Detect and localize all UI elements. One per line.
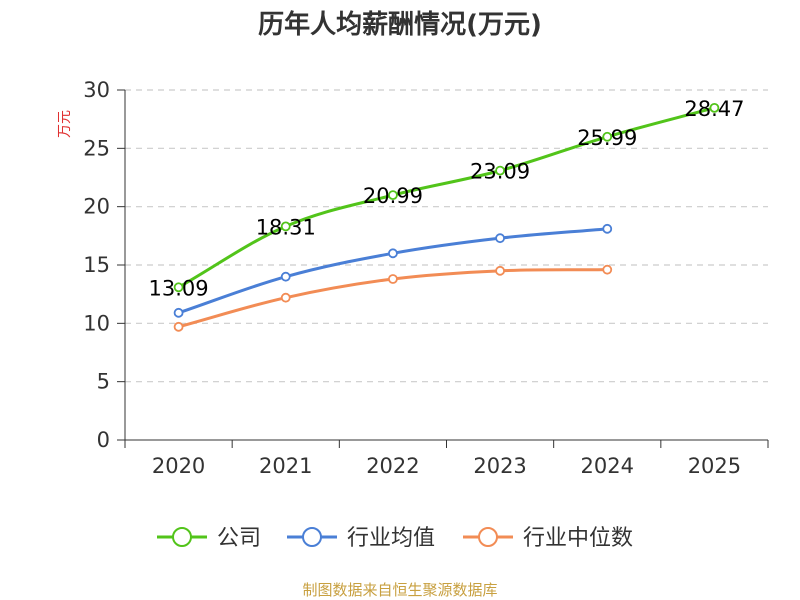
y-tick-label: 20 [83, 195, 110, 219]
legend-label: 公司 [217, 526, 261, 551]
data-point[interactable] [280, 292, 291, 303]
grid-lines [125, 89, 768, 383]
legend-label: 行业均值 [347, 526, 435, 551]
y-tick-label: 25 [83, 136, 110, 160]
y-tick-label: 30 [83, 78, 110, 102]
y-axis-label: 万元 [57, 110, 73, 138]
legend-label: 行业中位数 [523, 526, 633, 551]
y-tick-label: 10 [83, 311, 110, 335]
data-point[interactable] [709, 102, 720, 113]
data-point[interactable] [602, 223, 613, 234]
y-tick-label: 0 [97, 428, 110, 452]
series-line-0 [177, 106, 715, 289]
data-point[interactable] [173, 282, 184, 293]
legend-item-2[interactable]: 行业中位数 [463, 526, 633, 551]
x-tick-label: 2021 [259, 454, 312, 478]
data-point[interactable] [602, 131, 613, 142]
data-point[interactable] [173, 307, 184, 318]
x-tick-label: 2024 [581, 454, 634, 478]
data-point[interactable] [495, 165, 505, 176]
data-label: 13.09 [149, 276, 209, 300]
data-labels: 13.09 18.31 20.99 23.09 25.99 28.47 [149, 97, 745, 300]
data-point[interactable] [388, 190, 398, 201]
data-point[interactable] [388, 248, 398, 259]
data-label: 28.47 [684, 97, 744, 121]
legend[interactable]: 公司 行业均值 行业中位数 [157, 526, 633, 551]
y-tick-label: 5 [97, 370, 110, 394]
legend-item-1[interactable]: 行业均值 [287, 526, 435, 551]
legend-item-0[interactable]: 公司 [157, 526, 261, 551]
data-point[interactable] [495, 265, 505, 276]
data-label: 23.09 [470, 160, 530, 184]
data-label: 25.99 [577, 126, 637, 150]
data-point[interactable] [173, 321, 184, 332]
data-label: 20.99 [363, 184, 423, 208]
legend-swatch-marker [172, 527, 192, 547]
x-tick-label: 2020 [152, 454, 205, 478]
data-point[interactable] [280, 271, 291, 282]
data-point[interactable] [602, 264, 613, 275]
data-point[interactable] [495, 233, 505, 244]
series-layer [173, 102, 720, 332]
chart-title: 历年人均薪酬情况(万元) [258, 9, 542, 40]
data-point[interactable] [280, 221, 291, 232]
legend-swatch-marker [302, 527, 322, 547]
legend-swatch-marker [478, 527, 498, 547]
x-tick-label: 2025 [688, 454, 741, 478]
x-tick-label: 2022 [366, 454, 419, 478]
data-point[interactable] [388, 274, 398, 284]
x-tick-label: 2023 [473, 454, 526, 478]
data-label: 18.31 [256, 215, 316, 239]
source-note: 制图数据来自恒生聚源数据库 [302, 581, 497, 599]
y-tick-label: 15 [83, 253, 110, 277]
